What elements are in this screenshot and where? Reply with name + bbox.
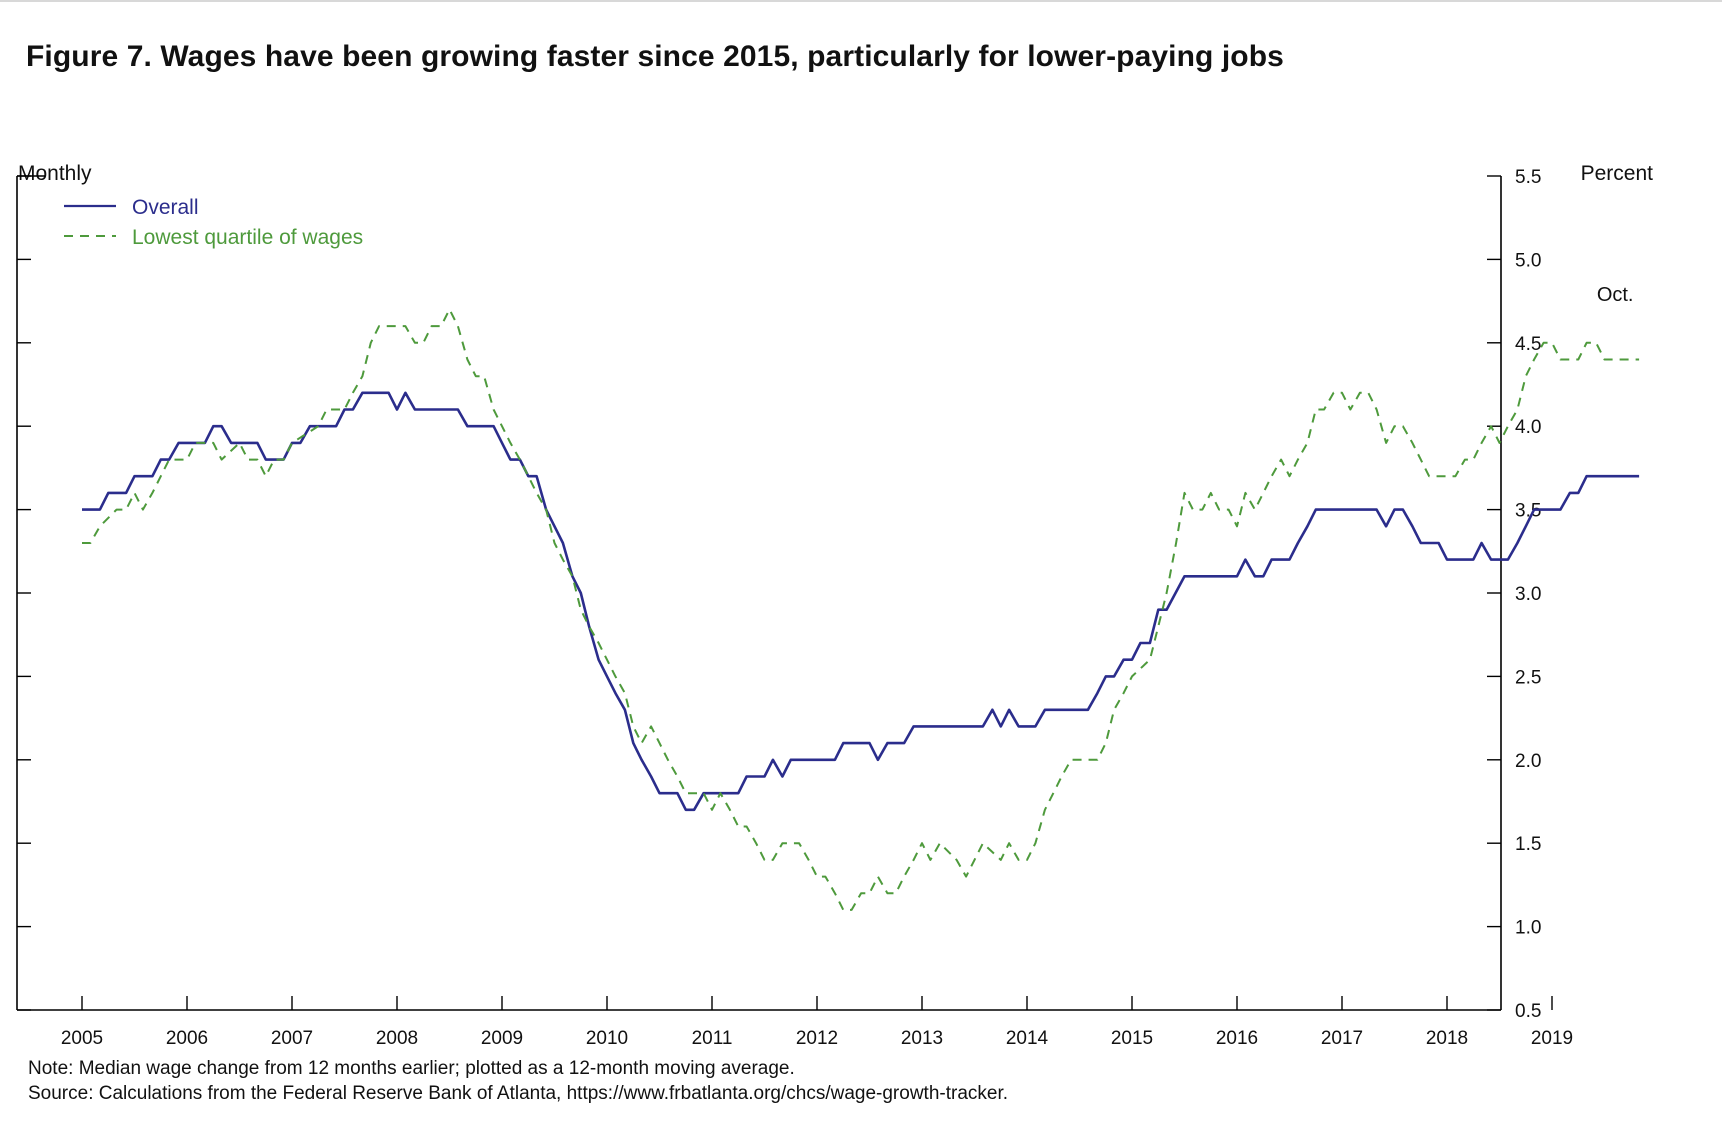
legend-swatch-lowest-quartile [64,235,116,237]
figure-title: Figure 7. Wages have been growing faster… [26,40,1284,73]
frequency-label: Monthly [18,162,92,185]
top-border-line [0,0,1722,2]
x-tick-label: 2014 [1006,1028,1049,1049]
x-tick-label: 2007 [271,1028,313,1049]
series-lowest-quartile-line [82,308,1640,911]
x-tick-label: 2015 [1111,1028,1153,1049]
y-tick-label: 4.5 [1515,334,1541,355]
y-axis-unit-label: Percent [1580,162,1653,185]
y-tick-label: 4.0 [1515,417,1541,438]
x-tick-label: 2017 [1321,1028,1363,1049]
y-tick-label: 3.0 [1515,584,1541,605]
y-tick-label: 0.5 [1515,1001,1541,1022]
x-tick-label: 2013 [901,1028,943,1049]
y-tick-label: 1.5 [1515,834,1541,855]
annotation-oct: Oct. [1597,284,1634,306]
y-tick-label: 2.0 [1515,751,1541,772]
x-tick-label: 2009 [481,1028,523,1049]
series-overall-line [82,391,1640,812]
x-tick-label: 2011 [692,1028,733,1049]
legend-label-overall: Overall [132,196,199,219]
y-tick-label: 2.5 [1515,667,1541,688]
chart-note: Note: Median wage change from 12 months … [28,1058,795,1079]
y-tick-label: 3.5 [1515,501,1541,522]
legend-swatch-overall [64,204,116,208]
x-tick-label: 2006 [166,1028,208,1049]
x-tick-label: 2008 [376,1028,418,1049]
x-tick-label: 2016 [1216,1028,1258,1049]
y-tick-label: 5.5 [1515,167,1541,188]
legend-label-lowest-quartile: Lowest quartile of wages [132,226,364,249]
y-tick-label: 5.0 [1515,250,1541,271]
x-tick-label: 2018 [1426,1028,1468,1049]
chart-source: Source: Calculations from the Federal Re… [28,1083,1009,1104]
x-tick-label: 2010 [586,1028,628,1049]
y-tick-label: 1.0 [1515,918,1541,939]
x-tick-label: 2019 [1531,1028,1573,1049]
x-tick-label: 2012 [796,1028,838,1049]
x-tick-label: 2005 [61,1028,103,1049]
